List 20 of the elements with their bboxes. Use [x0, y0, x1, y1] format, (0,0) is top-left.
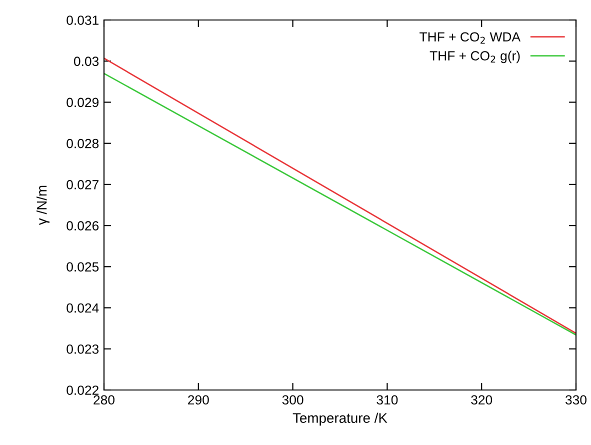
legend-label: THF + CO$_{2}$ WDA	[420, 32, 521, 44]
y-tick-label: 0.023	[66, 344, 99, 354]
y-axis-title: γ /N/m	[36, 186, 50, 226]
y-tick-label: 0.022	[66, 386, 98, 395]
x-tick-label: 290	[188, 395, 209, 405]
y-tick-label: 0.029	[66, 98, 99, 108]
legend-label: THF + CO$_{2}$ g(r)	[430, 50, 520, 64]
x-axis-title: Temperature /K	[292, 412, 388, 426]
x-tick-label: 310	[376, 395, 398, 405]
y-tick-label: 0.024	[66, 303, 99, 313]
y-tick-label: 0.025	[66, 262, 99, 272]
y-tick-label: 0.027	[66, 180, 98, 190]
y-tick-label: 0.028	[66, 138, 99, 148]
x-tick-label: 330	[565, 395, 586, 405]
x-tick-label: 300	[282, 395, 304, 405]
y-tick-label: 0.026	[66, 221, 99, 230]
x-tick-label: 280	[94, 395, 114, 405]
x-tick-label: 320	[471, 395, 492, 405]
y-tick-label: 0.031	[66, 16, 98, 25]
y-tick-label: 0.03	[74, 56, 99, 66]
